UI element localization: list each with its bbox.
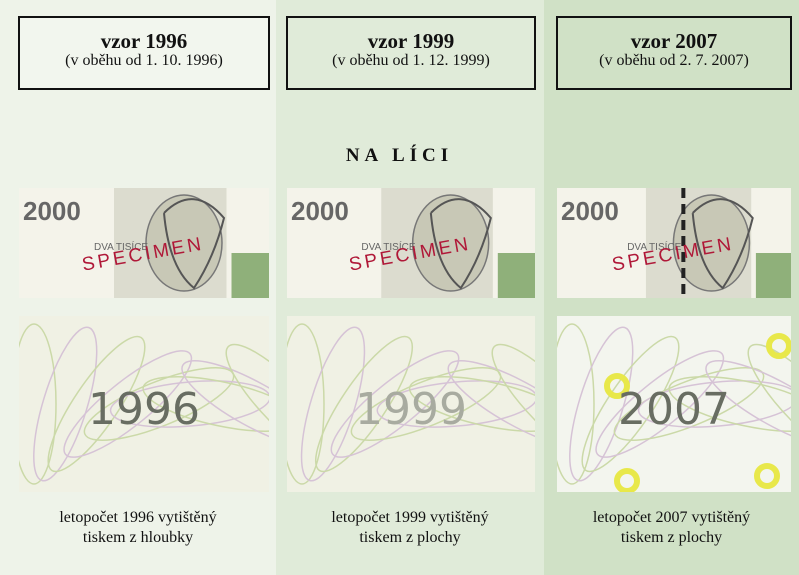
guilloche [447, 359, 535, 449]
detail-bg [287, 316, 535, 492]
caption: letopočet 1999 vytištěný tiskem z plochy [276, 508, 544, 548]
guilloche [557, 323, 595, 485]
section-heading: NA LÍCI [345, 145, 454, 166]
guilloche [47, 335, 146, 473]
guilloche [408, 376, 535, 432]
guilloche [287, 323, 325, 485]
header-box: vzor 1996 (v oběhu od 1. 10. 1996) [18, 16, 270, 90]
header-box: vzor 2007 (v oběhu od 2. 7. 2007) [556, 16, 792, 90]
denomination-words: DVA TISÍCE [94, 240, 148, 253]
denomination: 2000 [291, 196, 349, 226]
column-title: vzor 2007 [630, 29, 718, 53]
guilloche [569, 326, 634, 482]
header-box: vzor 1999 (v oběhu od 1. 12. 1999) [286, 16, 536, 90]
denomination: 2000 [23, 196, 81, 226]
guilloche [300, 326, 366, 482]
denomination: 2000 [561, 196, 619, 226]
guilloche [314, 335, 414, 473]
guilloche [19, 323, 57, 485]
guilloche [491, 343, 535, 465]
guilloche [705, 359, 791, 449]
hair [163, 198, 226, 290]
print-detail-image: 1999 [287, 316, 535, 492]
yellow-ring [614, 468, 640, 492]
column: vzor 1996 (v oběhu od 1. 10. 1996) 2000 DVA… [0, 0, 276, 575]
caption-line: letopočet 1996 vytištěný [59, 509, 217, 526]
guilloche [63, 350, 193, 458]
year-print: 2007 [618, 384, 730, 435]
column-subtitle: (v oběhu od 1. 12. 1999) [332, 52, 490, 69]
caption-line: tiskem z hloubky [82, 529, 194, 546]
hair [429, 198, 492, 290]
print-detail-image: 2007 [557, 316, 791, 492]
guilloche [595, 350, 725, 458]
guilloche [330, 350, 460, 458]
yellow-ring [754, 463, 780, 489]
guilloche [668, 376, 791, 432]
note-green [497, 253, 535, 298]
column-title: vzor 1996 [100, 29, 188, 53]
note-green [755, 253, 791, 298]
column: vzor 2007 (v oběhu od 2. 7. 2007) 2000 DVA … [544, 0, 799, 575]
hair [691, 198, 754, 290]
denomination-words: DVA TISÍCE [627, 240, 681, 253]
yellow-ring [766, 333, 791, 359]
guilloche [142, 376, 269, 432]
caption-line: tiskem z plochy [359, 529, 461, 546]
caption-line: letopočet 1999 vytištěný [331, 509, 489, 526]
yellow-ring [604, 373, 630, 399]
column-subtitle: (v oběhu od 2. 7. 2007) [599, 52, 749, 69]
detail-bg [19, 316, 269, 492]
caption-line: tiskem z plochy [620, 529, 723, 546]
guilloche [747, 343, 791, 465]
column-title: vzor 1999 [367, 29, 455, 53]
caption: letopočet 1996 vytištěný tiskem z hloubky [0, 508, 276, 548]
caption: letopočet 2007 vytištěný tiskem z plochy [544, 508, 799, 548]
guilloche [181, 359, 269, 449]
column: vzor 1999 (v oběhu od 1. 12. 1999) 2000 DVA… [276, 0, 544, 575]
guilloche [33, 326, 98, 482]
year-print: 1996 [88, 384, 200, 435]
note-green [231, 253, 269, 298]
print-detail-image: 1996 [19, 316, 269, 492]
column-subtitle: (v oběhu od 1. 10. 1996) [65, 52, 223, 69]
denomination-words: DVA TISÍCE [361, 240, 415, 253]
guilloche [225, 343, 269, 465]
guilloche [613, 366, 765, 442]
year-print: 1999 [355, 384, 467, 435]
guilloche [637, 380, 791, 428]
caption-line: letopočet 2007 vytištěný [592, 509, 751, 526]
